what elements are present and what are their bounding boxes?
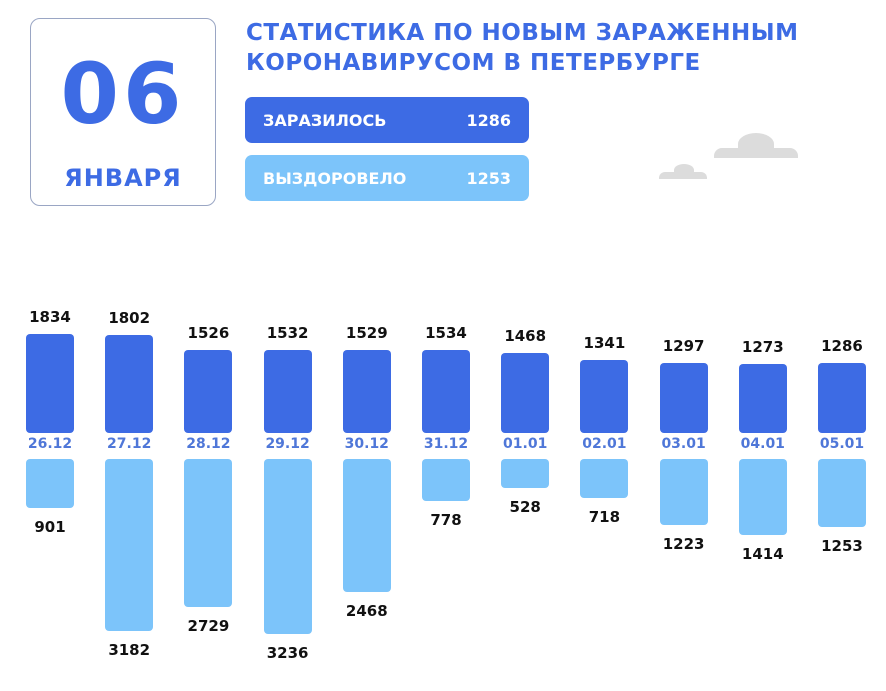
recovered-bar <box>184 459 233 607</box>
date-label: 02.01 <box>582 436 627 452</box>
date-label: 01.01 <box>503 436 548 452</box>
infected-bar <box>105 335 154 433</box>
date-label: 28.12 <box>186 436 231 452</box>
date-label: 05.01 <box>819 436 865 452</box>
date-label: 27.12 <box>107 436 152 452</box>
infected-bar <box>501 353 550 433</box>
date-label: 04.01 <box>740 436 785 452</box>
recovered-bar <box>26 459 74 508</box>
infected-bar <box>263 350 312 433</box>
date-label: 31.12 <box>423 436 469 452</box>
date-month: ЯНВАРЯ <box>64 164 182 192</box>
date-label: 29.12 <box>265 436 310 452</box>
recovered-bar <box>422 459 470 501</box>
infected-bar <box>818 363 866 433</box>
recovered-bar <box>659 459 708 525</box>
recovered-bar <box>818 459 866 527</box>
infected-value-label: 1297 <box>662 337 705 355</box>
infected-value-label: 1286 <box>821 337 863 355</box>
recovered-value-label: 528 <box>509 498 541 516</box>
infected-bar <box>422 350 470 433</box>
infected-value-label: 1529 <box>345 324 388 342</box>
infected-value-label: 1534 <box>425 324 467 342</box>
recovered-value-label: 3182 <box>108 641 151 659</box>
recovered-label: ВЫЗДОРОВЕЛО <box>263 168 407 188</box>
recovered-bar <box>501 459 550 488</box>
recovered-value-label: 1253 <box>821 537 863 555</box>
infected-summary: ЗАРАЗИЛОСЬ 1286 <box>245 97 529 143</box>
recovered-bar <box>263 459 312 634</box>
recovered-summary: ВЫЗДОРОВЕЛО 1253 <box>245 155 529 201</box>
page-title: СТАТИСТИКА ПО НОВЫМ ЗАРАЖЕННЫМ КОРОНАВИР… <box>246 18 798 78</box>
infected-bar <box>184 350 233 433</box>
infected-value-label: 1273 <box>741 338 784 356</box>
infected-value-label: 1468 <box>504 327 547 345</box>
infected-value: 1286 <box>466 110 511 130</box>
recovered-value-label: 778 <box>430 511 462 529</box>
infected-value-label: 1341 <box>583 334 626 352</box>
recovered-value-label: 901 <box>34 518 66 536</box>
recovered-bar <box>580 459 629 498</box>
recovered-value-label: 2468 <box>345 602 388 620</box>
recovered-value-label: 1223 <box>662 535 705 553</box>
recovered-value-label: 2729 <box>187 617 230 635</box>
recovered-value-label: 718 <box>588 508 621 526</box>
date-day: 06 <box>60 45 186 143</box>
infected-value-label: 1526 <box>187 324 230 342</box>
date-label: 30.12 <box>344 436 389 452</box>
recovered-bar <box>105 459 154 631</box>
recovered-bar <box>738 459 787 535</box>
date-label: 03.01 <box>661 436 706 452</box>
bar-chart: 1834 26.12 901 1802 27.12 3182 1526 28.12 … <box>0 290 886 690</box>
recovered-value-label: 3236 <box>266 644 309 662</box>
infected-bar <box>659 363 708 433</box>
infected-bar <box>580 360 629 433</box>
recovered-value: 1253 <box>466 168 511 188</box>
infected-value-label: 1532 <box>266 324 309 342</box>
infected-value-label: 1802 <box>108 309 151 327</box>
date-label: 26.12 <box>27 436 73 452</box>
infected-value-label: 1834 <box>29 308 71 326</box>
infected-bar <box>26 334 74 433</box>
title-line-1: СТАТИСТИКА ПО НОВЫМ ЗАРАЖЕННЫМ <box>246 20 799 46</box>
date-card: 06 ЯНВАРЯ <box>30 18 216 206</box>
infected-bar <box>342 350 391 433</box>
infected-bar <box>738 364 787 433</box>
recovered-bar <box>342 459 391 592</box>
recovered-value-label: 1414 <box>741 545 784 563</box>
infected-label: ЗАРАЗИЛОСЬ <box>263 110 387 130</box>
title-line-2: КОРОНАВИРУСОМ В ПЕТЕРБУРГЕ <box>246 50 701 76</box>
